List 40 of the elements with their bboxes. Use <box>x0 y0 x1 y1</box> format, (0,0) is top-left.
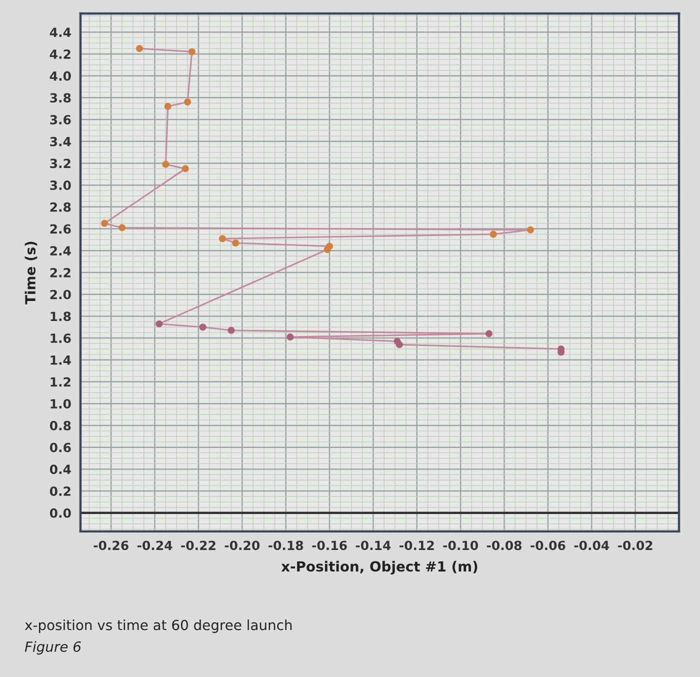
y-tick-label: 4.2 <box>50 49 70 59</box>
y-tick-label: 1.2 <box>50 377 70 387</box>
y-tick-label: 0.8 <box>50 420 71 430</box>
y-tick-label: 0.0 <box>50 508 71 518</box>
x-tick-label: -0.12 <box>400 540 434 550</box>
text: x-position vs time at 60 degree launch <box>24 620 292 633</box>
y-tick-label: 2.4 <box>50 246 71 256</box>
y-tick-label: 3.8 <box>50 93 71 103</box>
y-tick-label: 1.0 <box>50 399 71 409</box>
y-tick-label: 3.2 <box>50 158 70 168</box>
y-tick-label: 3.4 <box>50 136 71 146</box>
y-axis-title: Time (s) <box>24 242 38 304</box>
x-tick-label: -0.06 <box>530 540 566 550</box>
y-tick-label: 4.0 <box>50 71 71 81</box>
y-tick-label: 1.8 <box>50 312 71 322</box>
x-tick-label: -0.04 <box>574 540 610 550</box>
y-tick-label: 1.6 <box>50 334 71 343</box>
caption: Figure 6 <box>24 641 81 655</box>
y-tick-label: 3.0 <box>50 180 71 190</box>
x-tick-label: -0.20 <box>224 540 260 550</box>
x-tick-label: -0.26 <box>94 540 128 550</box>
y-tick-label: 0.6 <box>50 442 71 452</box>
y-tick-label: 1.4 <box>50 356 71 365</box>
x-tick-label: -0.24 <box>137 540 172 550</box>
y-tick-label: 0.4 <box>50 464 71 474</box>
x-tick-label: -0.14 <box>356 540 391 550</box>
y-tick-label: 4.4 <box>50 28 71 37</box>
x-tick-label: -0.08 <box>486 540 522 550</box>
x-tick-label: -0.02 <box>618 540 652 550</box>
y-tick-label: 2.0 <box>50 290 71 300</box>
x-tick-label: -0.10 <box>443 540 478 550</box>
x-tick-label: -0.22 <box>181 540 216 550</box>
y-tick-label: 2.6 <box>50 224 71 234</box>
y-tick-label: 3.6 <box>50 114 71 124</box>
y-tick-label: 2.2 <box>50 268 70 278</box>
x-tick-label: -0.16 <box>312 540 347 550</box>
y-tick-label: 2.8 <box>50 202 71 212</box>
y-tick-label: 0.2 <box>50 486 70 496</box>
x-axis-title: x-Position, Object #1 (m) <box>281 560 478 574</box>
x-tick-label: -0.18 <box>268 540 304 550</box>
